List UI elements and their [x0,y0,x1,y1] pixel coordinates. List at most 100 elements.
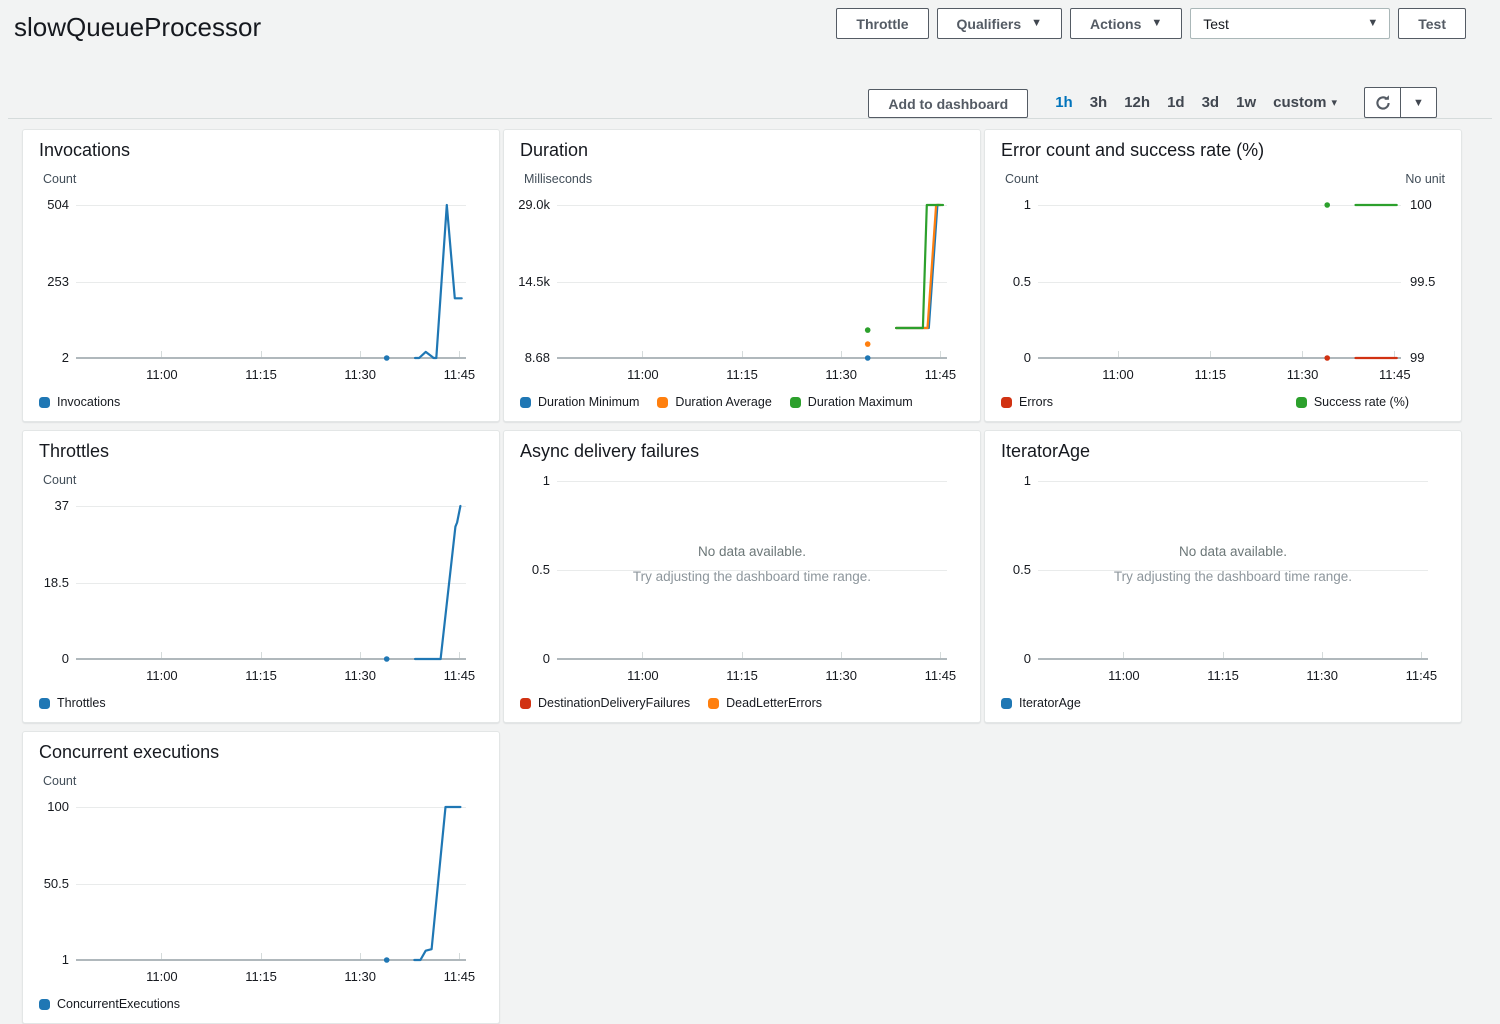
metric-chart-card-throttles: Throttles Count 37 18.5 0 11:00 11:15 11:30 11… [22,430,500,723]
legend-color-marker [1001,697,1012,709]
add-to-dashboard-button[interactable]: Add to dashboard [868,89,1029,118]
x-tick-mark [1394,351,1396,357]
y-tick-label: 8.68 [524,350,550,365]
metric-chart-card-error-count-and-success-rate: Error count and success rate (%) Count N… [984,129,1462,422]
data-point-dot-duration-maximum [864,327,871,333]
y-tick-label: 1 [542,473,550,488]
chevron-down-icon: ▼ [1413,96,1424,109]
x-tick-mark [1321,652,1323,658]
legend-item-concurrentexecutions[interactable]: ConcurrentExecutions [39,997,180,1011]
actions-button[interactable]: Actions ▼ [1070,8,1183,39]
x-tick-mark [359,652,361,658]
y-tick-label: 37 [54,498,69,513]
no-data-message: No data available. [697,544,807,559]
legend-item-destinationdeliveryfailures[interactable]: DestinationDeliveryFailures [520,696,690,710]
y-tick-label: 50.5 [43,875,69,891]
legend-label: Invocations [57,395,121,409]
chart-plot-area[interactable]: 1 0.5 0 11:00 11:15 11:30 11:45 No data availab… [985,431,1461,722]
time-range-label: custom [1273,94,1327,111]
x-tick-mark [260,351,262,357]
x-tick-label: 11:00 [146,969,178,984]
time-range-custom[interactable]: custom ▾ [1273,94,1337,111]
x-tick-mark [1420,652,1422,658]
test-button-label: Test [1418,15,1446,32]
x-tick-mark [260,652,262,658]
throttle-button-label: Throttle [856,15,909,32]
test-button[interactable]: Test [1398,8,1466,39]
x-tick-mark [1222,652,1224,658]
y-gridline [1038,281,1401,283]
chevron-down-icon: ▾ [1331,97,1337,109]
legend-label: Duration Average [675,395,772,409]
chart-plot-area[interactable]: 100 50.5 1 11:00 11:15 11:30 11:45 [23,732,499,1023]
time-range-1d[interactable]: 1d [1167,94,1185,111]
legend-item-throttles[interactable]: Throttles [39,696,106,710]
time-range-12h[interactable]: 12h [1124,94,1150,111]
y-tick-label: 0 [542,651,550,666]
chart-legend: Throttles [39,696,483,710]
legend-item-duration-average[interactable]: Duration Average [657,395,772,409]
legend-item-success-rate[interactable]: Success rate (%) [1295,395,1409,409]
chart-title: Invocations [39,140,131,160]
metric-chart-card-concurrent-executions: Concurrent executions Count 100 50.5 1 11:0… [22,731,500,1024]
y-tick-label: 2 [61,350,69,365]
time-range-1w[interactable]: 1w [1236,94,1256,111]
x-tick-mark [458,953,460,959]
x-tick-mark [741,652,743,658]
x-tick-mark [840,351,842,357]
legend-label: Duration Minimum [538,395,640,409]
y-tick-label: 0.5 [1012,273,1031,289]
throttle-button[interactable]: Throttle [836,8,929,39]
legend-color-marker [1001,396,1012,408]
x-tick-label: 11:30 [344,969,376,984]
time-range-label: 12h [1124,94,1151,111]
time-range-1h[interactable]: 1h [1055,94,1073,111]
legend-item-duration-minimum[interactable]: Duration Minimum [520,395,639,409]
metrics-grid: Invocations Count 504 253 2 11:00 11:15 11:30… [0,119,1500,1024]
refresh-button-group: ▼ [1364,87,1437,118]
qualifiers-button[interactable]: Qualifiers ▼ [936,8,1063,39]
x-tick-label: 11:30 [825,367,857,382]
legend-color-marker [520,697,531,709]
x-axis-line [1038,658,1428,660]
chart-title: Error count and success rate (%) [1001,140,1265,160]
refresh-button[interactable] [1364,87,1401,118]
legend-item-invocations[interactable]: Invocations [39,395,120,409]
y-tick-label: 29.0k [518,197,550,212]
right-y-tick-label: 100 [1410,197,1432,212]
legend-item-deadlettererrors[interactable]: DeadLetterErrors [708,696,822,710]
chart-plot-area[interactable]: 504 253 2 11:00 11:15 11:30 11:45 [23,130,499,421]
test-event-select[interactable]: Test ▼ [1190,8,1391,39]
right-y-tick-label: 99 [1410,350,1425,365]
x-tick-label: 11:15 [245,367,277,382]
data-point-dot-duration-average [864,341,871,347]
chart-plot-area[interactable]: 1 0.5 0 100 99.5 99 11:00 11:15 11:30 11:45 [985,130,1461,421]
chart-plot-area[interactable]: 37 18.5 0 11:00 11:15 11:30 11:45 [23,431,499,722]
x-tick-mark [939,652,941,658]
legend-color-marker [708,697,720,709]
legend-color-marker [657,396,669,408]
refresh-options-button[interactable]: ▼ [1400,87,1437,118]
legend-label: ConcurrentExecutions [57,997,180,1011]
x-tick-mark [1209,351,1211,357]
time-range-3d[interactable]: 3d [1202,94,1220,111]
legend-item-iteratorage[interactable]: IteratorAge [1001,696,1081,710]
y-gridline [76,506,466,507]
series-line-duration-minimum [895,203,941,330]
series-line-duration-average [895,203,942,330]
x-tick-mark [840,652,842,658]
no-data-hint: Try adjusting the dashboard time range. [1113,569,1353,584]
x-tick-label: 11:45 [924,668,957,683]
legend-label: Success rate (%) [1313,395,1409,409]
chart-legend: IteratorAge [1001,696,1445,710]
chart-plot-area[interactable]: 1 0.5 0 11:00 11:15 11:30 11:45 No data availab… [504,431,980,722]
x-tick-label: 11:45 [443,969,476,984]
time-range-3h[interactable]: 3h [1090,94,1108,111]
y-tick-label: 504 [47,197,69,212]
x-tick-mark [642,351,644,357]
legend-item-errors[interactable]: Errors [1001,395,1053,409]
test-event-select-value: Test [1203,15,1229,32]
y-gridline [76,883,466,885]
chart-plot-area[interactable]: 29.0k 14.5k 8.68 11:00 11:15 11:30 11:45 [504,130,980,421]
legend-item-duration-maximum[interactable]: Duration Maximum [789,395,913,409]
